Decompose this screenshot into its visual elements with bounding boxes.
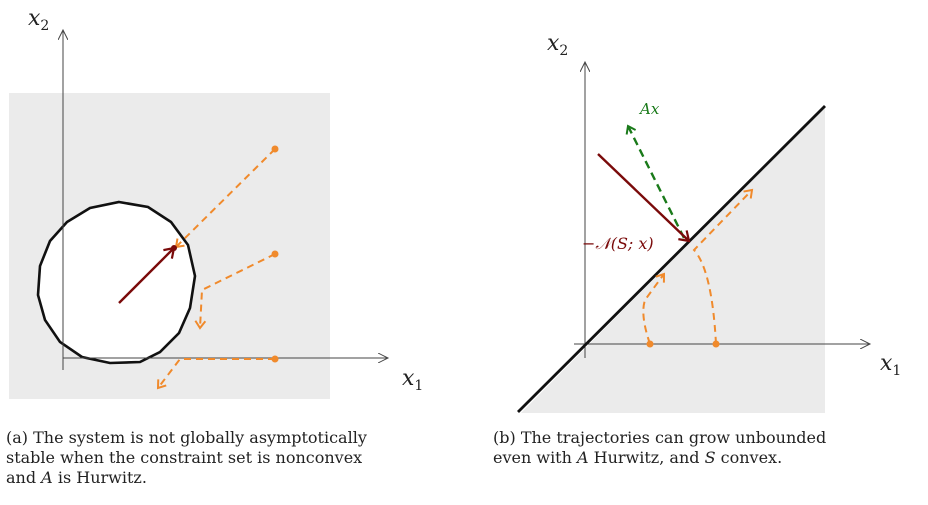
right-y-axis-label: x2 xyxy=(547,31,568,59)
right-caption-text-2a: even with xyxy=(493,448,577,467)
left-caption-tag: (a) xyxy=(6,428,29,447)
left-caption-line-2: stable when the constraint set is noncon… xyxy=(6,448,446,468)
right-ax-label: Ax xyxy=(638,100,660,118)
left-normal-arrow xyxy=(118,246,176,304)
right-trajectory-2 xyxy=(692,188,754,345)
left-caption-text-2: stable when the constraint set is noncon… xyxy=(6,448,363,467)
left-caption-text-3b: is Hurwitz. xyxy=(52,468,147,487)
right-caption: (b) The trajectories can grow unbounded … xyxy=(493,428,923,468)
right-caption-line-2: even with A Hurwitz, and S convex. xyxy=(493,448,923,468)
left-caption-text-1: The system is not globally asymptoticall… xyxy=(33,428,367,447)
left-circle xyxy=(36,200,197,365)
left-caption-line-1: (a) The system is not globally asymptoti… xyxy=(6,428,446,448)
left-caption-line-3: and A is Hurwitz. xyxy=(6,468,446,488)
left-x-axis-label: x1 xyxy=(402,366,423,394)
left-panel: x2 x1 xyxy=(9,6,423,399)
left-y-axis-label: x2 xyxy=(28,6,49,34)
right-panel: x2 x1 Ax −𝒩(S; x) xyxy=(517,31,901,413)
left-caption-matrix-A: A xyxy=(41,468,53,487)
right-caption-text-1: The trajectories can grow unbounded xyxy=(520,428,827,447)
right-caption-matrix-A: A xyxy=(577,448,589,467)
right-trajectory-1 xyxy=(642,272,666,345)
right-boundary-line xyxy=(517,105,826,413)
left-start-point xyxy=(271,250,279,258)
right-x-axis-label: x1 xyxy=(880,351,901,379)
right-start-points xyxy=(646,340,720,348)
right-start-point xyxy=(646,340,654,348)
right-normal-arrow xyxy=(597,153,691,243)
left-equilibrium-dot xyxy=(171,245,177,251)
right-caption-text-2b: Hurwitz, and xyxy=(588,448,705,467)
left-start-points xyxy=(271,145,279,363)
left-caption-text-3a: and xyxy=(6,468,42,487)
right-caption-text-2c: convex. xyxy=(715,448,783,467)
left-trajectory-2 xyxy=(194,253,276,330)
right-ax-arrow xyxy=(625,124,686,239)
figure: x2 x1 x2 x1 Ax −𝒩(S; x) xyxy=(9,6,901,413)
right-normal-cone-label: −𝒩(S; x) xyxy=(582,234,654,253)
right-caption-line-1: (b) The trajectories can grow unbounded xyxy=(493,428,923,448)
left-caption: (a) The system is not globally asymptoti… xyxy=(6,428,446,488)
left-trajectories xyxy=(156,148,276,390)
left-start-point xyxy=(271,145,279,153)
left-start-point xyxy=(271,355,279,363)
right-caption-tag: (b) xyxy=(493,428,516,447)
right-caption-set-S: S xyxy=(704,448,716,467)
right-trajectories xyxy=(642,188,754,345)
right-start-point xyxy=(712,340,720,348)
